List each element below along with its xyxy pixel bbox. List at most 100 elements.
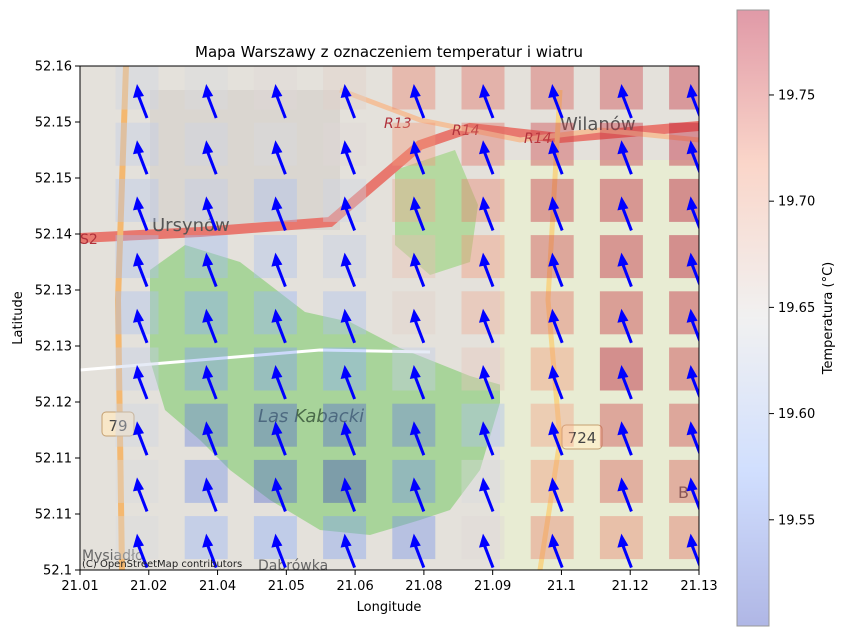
wind-arrow (340, 365, 357, 400)
wind-arrow (548, 84, 564, 119)
wind-arrow (271, 477, 287, 512)
plot-frame (79, 65, 700, 571)
wind-arrow (271, 252, 287, 288)
wind-arrow (548, 308, 564, 344)
wind-arrow (617, 308, 633, 344)
x-tick-label: 21.06 (337, 579, 374, 594)
wind-arrow (202, 84, 218, 119)
wind-arrow (617, 196, 633, 231)
x-tick-label: 21.04 (199, 579, 236, 594)
wind-arrow (133, 196, 149, 231)
wind-arrow (340, 533, 357, 569)
park-north (395, 150, 478, 275)
wind-arrow (202, 421, 218, 456)
residential-block (150, 90, 340, 230)
colorbar-tick-label: 19.60 (778, 407, 815, 422)
x-tick-label: 21.08 (405, 579, 442, 594)
wind-arrow (479, 196, 495, 231)
colorbar-label: Temperatura (°C) (821, 262, 836, 375)
wind-arrow (479, 533, 495, 569)
wind-arrow (340, 196, 357, 231)
wind-arrow (202, 140, 218, 175)
y-axis-label: Latitude (11, 291, 26, 345)
wind-arrow (479, 252, 495, 288)
wind-arrow (340, 252, 357, 288)
wind-arrow (617, 140, 633, 175)
map-label-r14: R14 (452, 123, 480, 139)
map-label-b: B (678, 483, 689, 502)
map-label-dabrowka: Dąbrówka (258, 558, 328, 574)
y-tick-label: 52.11 (35, 508, 72, 523)
wind-arrow (409, 84, 426, 119)
wind-arrow (271, 308, 287, 344)
wind-arrow (548, 140, 564, 175)
road-shield-724 (561, 424, 603, 450)
x-tick-label: 21.02 (130, 579, 167, 594)
y-tick-label: 52.16 (35, 60, 72, 75)
y-tick-label: 52.14 (35, 228, 72, 243)
wind-arrow (340, 308, 357, 344)
wind-arrow (340, 84, 357, 119)
wind-arrow (340, 421, 357, 456)
wind-arrow (202, 477, 218, 512)
wind-arrow (133, 84, 149, 119)
wind-arrow (271, 365, 287, 400)
road-shield-79 (101, 411, 135, 437)
wind-arrow (409, 421, 426, 456)
wind-arrow (617, 84, 633, 119)
wind-arrow (617, 533, 633, 569)
wind-arrow (548, 421, 564, 456)
road-minor (80, 348, 431, 372)
wind-arrow (409, 140, 426, 175)
wind-arrow (202, 308, 218, 344)
y-tick-label: 52.1 (43, 564, 72, 579)
wind-arrow (202, 196, 218, 231)
wind-arrow (548, 365, 564, 400)
x-tick-label: 21.01 (61, 579, 98, 594)
wind-arrow (548, 252, 564, 288)
y-tick-label: 52.11 (35, 452, 72, 467)
wind-arrow (202, 252, 218, 288)
wind-arrow (271, 533, 287, 569)
x-axis-label: Longitude (357, 600, 422, 615)
park-las-kabacki (150, 245, 505, 535)
colorbar-ticks: 19.75 19.70 19.65 19.60 19.55 (769, 88, 815, 528)
wind-arrow (409, 477, 426, 512)
x-tick-label: 21.12 (612, 579, 649, 594)
road-r14 (339, 87, 699, 143)
colorbar (736, 9, 770, 627)
wind-arrow (479, 140, 495, 175)
map-label-mysiadlo: Mysiadło (82, 548, 144, 564)
farmland-east (500, 160, 699, 570)
wind-arrow (409, 365, 426, 400)
wind-arrow (479, 84, 495, 119)
road-shield-79-label: 79 (108, 417, 127, 435)
map-label-wilanow: Wilanów (560, 114, 636, 135)
wind-arrows (133, 84, 699, 569)
x-tick-label: 21.09 (474, 579, 511, 594)
chart-title: Mapa Warszawy z oznaczeniem temperatur i… (195, 43, 583, 61)
wind-arrow (340, 477, 357, 512)
expressway-s2 (80, 121, 699, 243)
wind-arrow (133, 477, 149, 512)
road-shield-724-label: 724 (568, 429, 597, 447)
map-label-r14-b: R14 (524, 131, 552, 147)
colorbar-tick-label: 19.75 (778, 88, 815, 103)
colorbar-tick-label: 19.55 (778, 513, 815, 528)
wind-arrow (479, 477, 495, 512)
y-tick-label: 52.12 (35, 396, 72, 411)
x-tick-label: 21.1 (547, 579, 576, 594)
wind-arrow (409, 196, 426, 231)
wind-arrow (548, 477, 564, 512)
map-label-ursynow: Ursynów (152, 215, 230, 236)
map-label-s2: S2 (80, 232, 98, 248)
wind-arrow (133, 308, 149, 344)
wind-arrow (133, 252, 149, 288)
wind-arrow (133, 421, 149, 456)
wind-arrow (617, 365, 633, 400)
y-axis-ticks: 52.16 52.15 52.15 52.14 52.13 52.13 52.12 52.11… (35, 60, 80, 579)
road-79 (114, 66, 129, 570)
map-label-r13: R13 (384, 116, 412, 132)
wind-arrow (271, 421, 287, 456)
